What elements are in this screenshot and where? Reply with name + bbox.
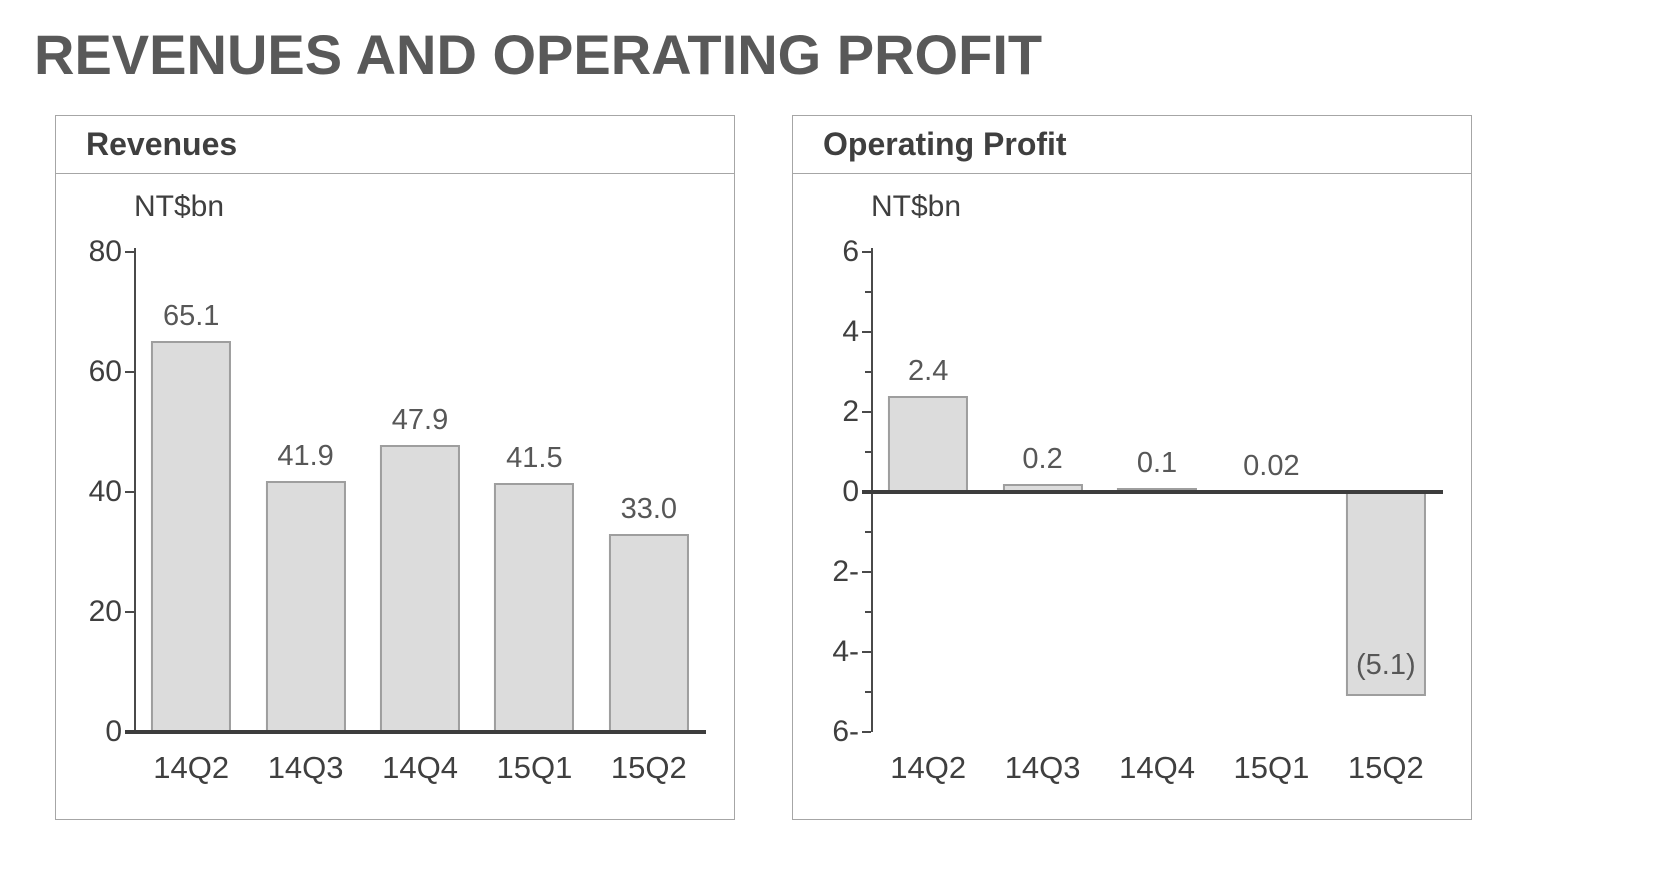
- value-label-14Q3: 0.2: [1022, 443, 1063, 475]
- panel-revenues: Revenues NT$bn 80 60 40 20 0 65.1 41.9 47.9 41.…: [55, 115, 735, 820]
- operating-profit-y-axis: 6 4 2 0 2- 4- 6-: [813, 237, 871, 786]
- value-label-15Q2: 33.0: [620, 493, 678, 525]
- y-tick-mark: [862, 571, 871, 573]
- operating-profit-plot-area: 2.4 0.2 0.1 0.02 (5.1): [862, 248, 1443, 733]
- value-label-15Q2: (5.1): [1355, 649, 1416, 681]
- zero-baseline: [862, 490, 1443, 494]
- page-title: REVENUES AND OPERATING PROFIT: [34, 23, 1043, 86]
- value-label-14Q4: 47.9: [391, 403, 449, 436]
- y-axis-line: [134, 248, 136, 732]
- y-tick-label-0: 0: [842, 475, 859, 508]
- x-tick-label-15Q2: 15Q2: [610, 750, 687, 785]
- revenues-panel-header: Revenues: [56, 116, 734, 174]
- y-tick-label-60: 60: [88, 355, 122, 388]
- revenues-plot-area: 65.1 41.9 47.9 41.5 33.0: [125, 248, 706, 734]
- y-minor-tick-mark: [865, 611, 871, 613]
- x-tick-label-14Q4: 14Q4: [1119, 750, 1195, 785]
- x-tick-label-15Q1: 15Q1: [496, 750, 573, 785]
- operating-profit-panel-body: NT$bn 6 4 2 0 2- 4- 6- 2.4 0.2 0.1 0.02 (5.1) 14Q2…: [793, 174, 1471, 786]
- x-tick-label-14Q3: 14Q3: [1004, 750, 1081, 785]
- y-minor-tick-mark: [865, 691, 871, 693]
- y-tick-mark: [862, 251, 871, 253]
- y-minor-tick-mark: [865, 451, 871, 453]
- y-tick-label-4-: 4-: [832, 635, 859, 668]
- y-minor-tick-mark: [865, 531, 871, 533]
- revenues-plot-wrap: 65.1 41.9 47.9 41.5 33.0 14Q2 14Q3 14Q4 15Q1 15Q…: [125, 248, 706, 786]
- panel-operating-profit: Operating Profit NT$bn 6 4 2 0 2- 4- 6- 2.4 0.2…: [792, 115, 1472, 820]
- y-tick-label-6-: 6-: [832, 715, 859, 748]
- operating-profit-panel-header: Operating Profit: [793, 116, 1471, 174]
- operating-profit-unit-label: NT$bn: [871, 190, 962, 223]
- bar-14Q2: [151, 341, 232, 732]
- value-label-15Q1: 0.02: [1243, 450, 1300, 483]
- value-label-15Q1: 41.5: [506, 442, 563, 474]
- charts-row: Revenues NT$bn 80 60 40 20 0 65.1 41.9 47.9 41.…: [55, 115, 1472, 820]
- bar-15Q2: [608, 534, 689, 732]
- value-label-14Q4: 0.1: [1136, 447, 1178, 479]
- bar-14Q4: [379, 444, 461, 732]
- bar-15Q1: [494, 483, 575, 732]
- y-tick-label-80: 80: [88, 235, 122, 268]
- operating-profit-x-axis: 14Q2 14Q3 14Q4 15Q1 15Q2: [871, 732, 1443, 786]
- y-tick-mark: [862, 331, 871, 333]
- y-tick-mark: [125, 251, 134, 253]
- y-tick-mark: [125, 491, 134, 493]
- operating-profit-chart-title: Operating Profit: [823, 126, 1067, 162]
- y-tick-label-40: 40: [88, 475, 122, 508]
- y-tick-mark: [862, 731, 871, 733]
- revenues-chart-title: Revenues: [86, 126, 238, 162]
- bar-14Q2: [888, 396, 969, 492]
- value-label-14Q2: 65.1: [162, 300, 220, 333]
- y-tick-label-6: 6: [842, 235, 859, 268]
- bar-14Q3: [265, 480, 346, 732]
- revenues-chart: 80 60 40 20 0 65.1 41.9 47.9 41.5 33.0 14Q2 14Q3 1…: [76, 237, 706, 786]
- y-minor-tick-mark: [865, 291, 871, 293]
- y-tick-label-2: 2: [842, 395, 859, 428]
- x-tick-label-14Q2: 14Q2: [153, 750, 230, 785]
- y-tick-mark: [125, 611, 134, 613]
- zero-baseline: [125, 730, 706, 734]
- x-tick-label-14Q3: 14Q3: [267, 750, 344, 785]
- operating-profit-plot-wrap: 2.4 0.2 0.1 0.02 (5.1) 14Q2 14Q3 14Q4 15Q1 15Q2: [862, 248, 1443, 786]
- y-tick-mark: [125, 371, 134, 373]
- x-tick-label-14Q2: 14Q2: [890, 750, 967, 785]
- y-tick-mark: [862, 651, 871, 653]
- y-tick-label-2-: 2-: [832, 555, 859, 588]
- value-label-14Q3: 41.9: [277, 439, 334, 472]
- revenues-unit-label: NT$bn: [134, 190, 225, 223]
- x-tick-label-15Q1: 15Q1: [1233, 750, 1310, 785]
- x-tick-label-14Q4: 14Q4: [382, 750, 458, 785]
- y-tick-label-20: 20: [88, 595, 122, 628]
- revenues-x-axis: 14Q2 14Q3 14Q4 15Q1 15Q2: [134, 732, 706, 786]
- y-tick-label-4: 4: [842, 315, 859, 348]
- revenues-y-axis: 80 60 40 20 0: [76, 237, 134, 786]
- y-tick-mark: [862, 411, 871, 413]
- value-label-14Q2: 2.4: [908, 355, 949, 387]
- revenues-panel-body: NT$bn 80 60 40 20 0 65.1 41.9 47.9 41.5 33.0 14Q…: [56, 174, 734, 786]
- y-tick-label-0: 0: [105, 715, 122, 748]
- operating-profit-chart: 6 4 2 0 2- 4- 6- 2.4 0.2 0.1 0.02 (5.1) 14Q2 14Q3 14…: [813, 237, 1443, 786]
- x-tick-label-15Q2: 15Q2: [1347, 750, 1424, 785]
- y-minor-tick-mark: [865, 371, 871, 373]
